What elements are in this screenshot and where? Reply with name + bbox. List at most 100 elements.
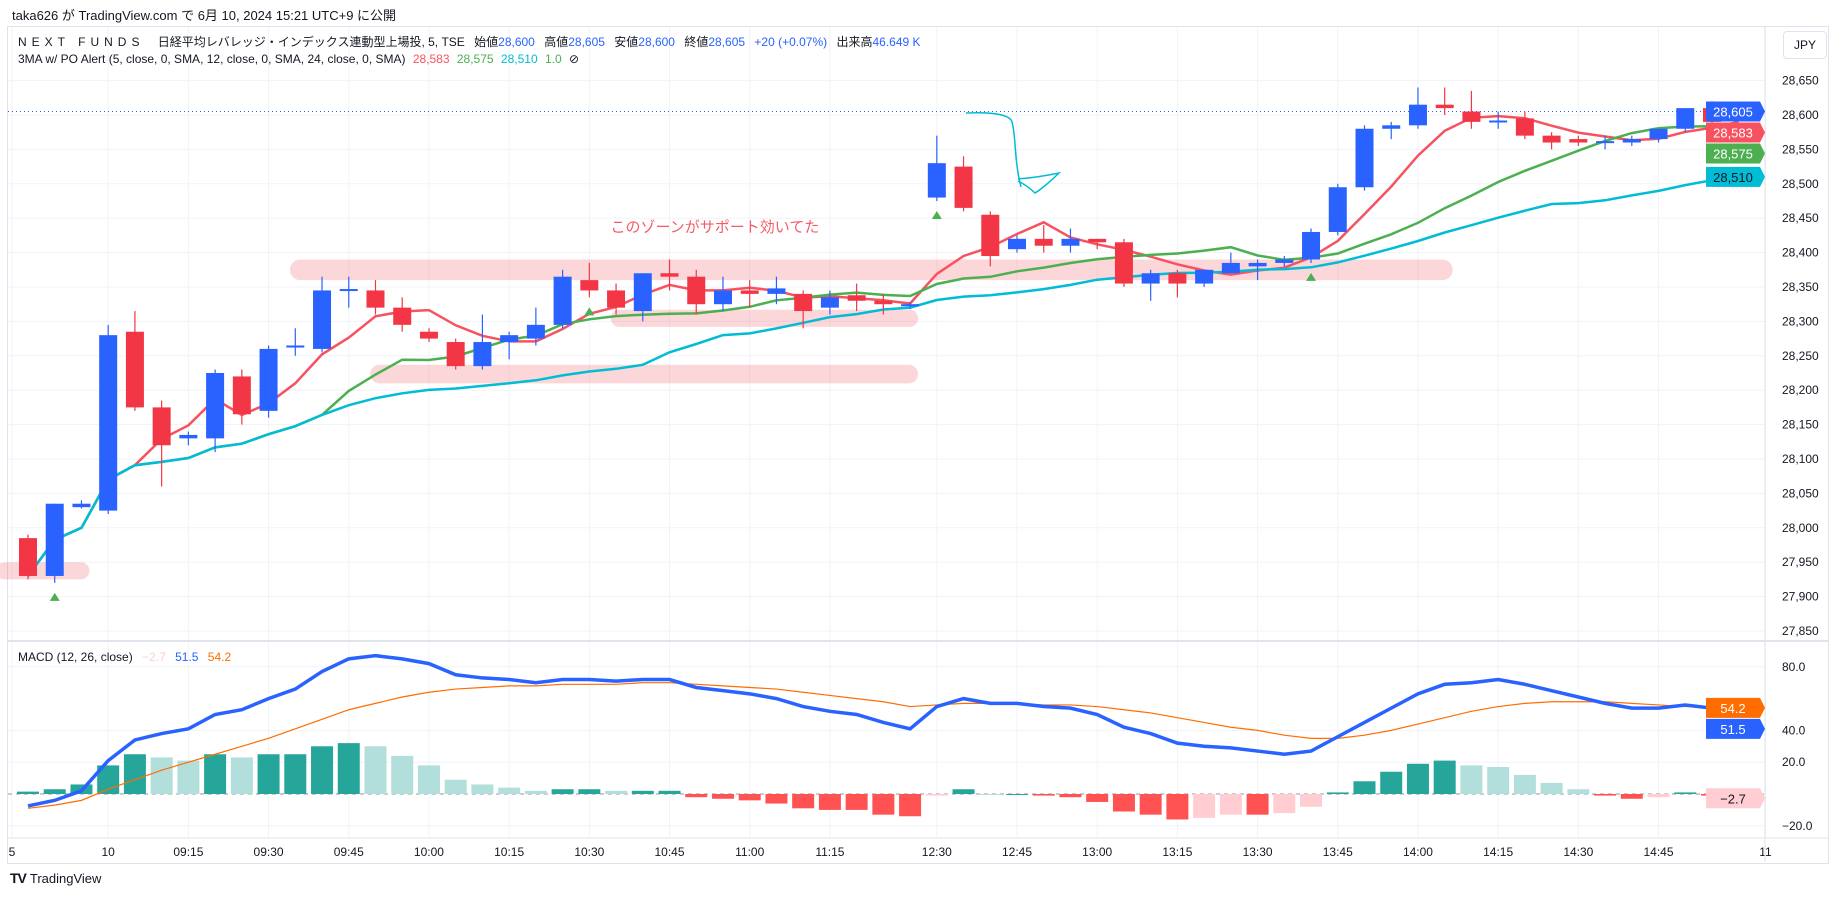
time-tick-label: 10:15 (494, 845, 524, 859)
time-tick-label: 13:00 (1082, 845, 1112, 859)
candle-body (1141, 273, 1160, 284)
candle (660, 259, 679, 291)
candle (1061, 228, 1080, 253)
indicator-legend[interactable]: 3MA w/ PO Alert (5, close, 0, SMA, 12, c… (18, 52, 579, 66)
tradingview-footer[interactable]: TV TradingView (10, 870, 101, 886)
candle (206, 369, 225, 453)
close-label: 終値 (684, 35, 709, 49)
candle (901, 302, 920, 310)
candle (1034, 225, 1053, 253)
last-price-label: 28,575 (1713, 147, 1753, 162)
candle-body (286, 345, 305, 348)
candle-body (1355, 128, 1374, 188)
alert-triangle-icon (49, 592, 60, 601)
macd-histogram-bar (1112, 794, 1135, 812)
candle-body (446, 342, 465, 367)
candle (419, 328, 438, 343)
price-tick-label: 27,850 (1782, 624, 1819, 638)
price-tick-label: 28,150 (1782, 418, 1819, 432)
candle (1542, 132, 1561, 150)
time-tick-label: 11 (1759, 845, 1772, 859)
candle (1408, 87, 1427, 129)
price-tick-label: 28,550 (1782, 142, 1819, 156)
macd-histogram-bar (979, 794, 1002, 795)
candle-body (874, 300, 893, 305)
candle-body (1462, 111, 1481, 122)
macd-histogram-bar (150, 757, 173, 794)
candle (1275, 256, 1294, 267)
price-tick-label: 28,650 (1782, 74, 1819, 88)
alert-triangle-icon (1306, 272, 1317, 281)
macd-histogram-bar (845, 794, 868, 810)
last-price-label-bg (1706, 166, 1765, 187)
candle-body (1061, 238, 1080, 246)
macd-last-label: −2.7 (1720, 791, 1746, 806)
macd-histogram-bar (605, 790, 628, 794)
time-tick-label: 14:30 (1563, 845, 1593, 859)
close-value: 28,605 (708, 35, 746, 49)
macd-histogram-bar (391, 755, 414, 794)
time-tick-label: 10:00 (414, 845, 444, 859)
last-price-label-bg (1706, 122, 1765, 143)
ma24-value: 28,510 (500, 52, 538, 66)
hidden-icon[interactable]: ⊘ (569, 52, 580, 66)
last-price-label-bg (1706, 143, 1765, 164)
candle-body (607, 290, 626, 308)
macd-histogram-bar (711, 794, 734, 799)
macd-hist-value: −2.7 (142, 650, 166, 664)
currency-button[interactable]: JPY (1783, 31, 1827, 59)
price-tick-label: 28,350 (1782, 280, 1819, 294)
candle (580, 262, 599, 298)
macd-last-label-bg (1706, 697, 1765, 718)
last-price-label: 28,605 (1713, 105, 1753, 120)
symbol-ticker[interactable]: NEXT FUNDS (18, 35, 145, 49)
candle-body (259, 348, 278, 411)
macd-histogram-bar (872, 794, 895, 815)
candle-body (740, 290, 759, 294)
macd-legend[interactable]: MACD (12, 26, close) −2.7 51.5 54.2 (18, 650, 231, 664)
macd-line-value: 51.5 (175, 650, 199, 664)
candle-body (1221, 262, 1240, 274)
volume-label: 出来高 (836, 35, 873, 49)
last-price-label: 28,510 (1713, 170, 1753, 185)
macd-histogram-bar (1433, 760, 1456, 794)
time-tick-label: 12:45 (1002, 845, 1032, 859)
support-zone (370, 364, 919, 384)
candle-body (1408, 104, 1427, 126)
candle-body (526, 324, 545, 339)
high-value: 28,605 (568, 35, 605, 49)
price-tick-label: 28,200 (1782, 383, 1819, 397)
open-value: 28,600 (498, 35, 535, 49)
ma12-value: 28,575 (456, 52, 494, 66)
candle (1088, 238, 1107, 250)
macd-histogram-bar (204, 754, 227, 794)
candle (1008, 235, 1027, 253)
indicator-title[interactable]: 3MA w/ PO Alert (5, close, 0, SMA, 12, c… (18, 52, 406, 66)
candle (1489, 111, 1508, 129)
alert-triangle-icon (584, 307, 595, 316)
price-tick-label: 28,600 (1782, 108, 1819, 122)
macd-title[interactable]: MACD (12, 26, close) (18, 650, 133, 664)
macd-histogram-bar (952, 789, 975, 794)
candle-body (206, 373, 225, 439)
candle-body (72, 503, 91, 508)
time-tick-label: 11:00 (735, 845, 764, 859)
candle (500, 331, 519, 360)
time-tick-label: 09:45 (334, 845, 364, 859)
macd-histogram-bar (551, 789, 574, 794)
candle (553, 269, 572, 329)
candle (286, 328, 305, 356)
ma5-value: 28,583 (412, 52, 450, 66)
time-tick-label: 13:15 (1162, 845, 1192, 859)
candle (125, 311, 144, 411)
candle-body (580, 280, 599, 291)
candle (847, 283, 866, 312)
candle (981, 211, 1000, 267)
candle (1355, 125, 1374, 191)
macd-histogram-bar (578, 789, 601, 794)
candle (526, 307, 545, 346)
chart-frame (7, 26, 1829, 864)
macd-histogram-bar (311, 746, 334, 794)
macd-histogram-bar (1273, 794, 1296, 814)
